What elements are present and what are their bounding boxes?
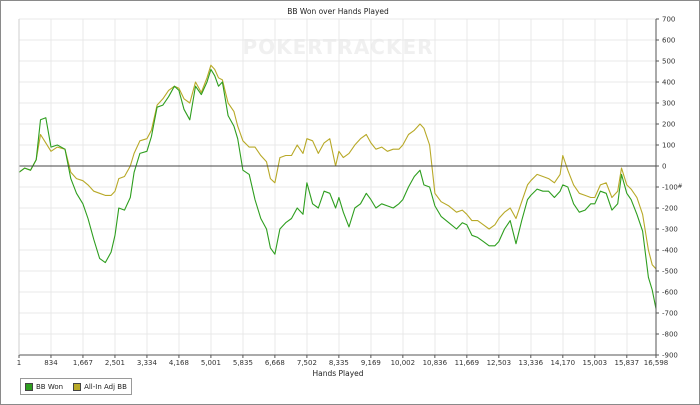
legend-label-bb-won: BB Won <box>36 382 64 391</box>
legend: BB Won All-In Adj BB <box>20 378 132 395</box>
x-tick-label: 9,169 <box>361 359 381 367</box>
x-tick-label: 13,336 <box>519 359 544 367</box>
y-tick-label: -900 <box>662 352 678 360</box>
y-tick-label: -300 <box>662 226 678 234</box>
x-axis-title: Hands Played <box>312 369 363 378</box>
x-tick-label: 10,002 <box>391 359 416 367</box>
y-tick-label: -200 <box>662 205 678 213</box>
y-tick-label: 400 <box>662 79 675 87</box>
x-tick-label: 10,836 <box>423 359 448 367</box>
x-tick-label: 1 <box>17 359 21 367</box>
legend-swatch-all-in-adj-bb <box>73 382 82 391</box>
x-tick-label: 11,669 <box>455 359 480 367</box>
axes: 1 834 1,667 2,501 3,334 4,168 5,001 5,835 6,668 7… <box>17 16 678 368</box>
x-tick-label: 1,667 <box>73 359 93 367</box>
y-tick-label: 0 <box>662 163 666 171</box>
x-tick-label: 16,598 <box>644 359 669 367</box>
legend-swatch-bb-won <box>25 382 33 391</box>
x-tick-label: 15,837 <box>615 359 640 367</box>
y-tick-label: -700 <box>662 310 678 318</box>
series-layer <box>18 64 657 309</box>
x-tick-label: 15,003 <box>583 359 608 367</box>
y-tick-label: 500 <box>662 58 675 66</box>
x-tick-label: 12,503 <box>487 359 512 367</box>
y-tick-label: -800 <box>662 331 678 339</box>
x-tick-label: 2,501 <box>105 359 125 367</box>
y-tick-label: -500 <box>662 268 678 276</box>
y-axis-symbol: # <box>677 183 682 190</box>
y-tick-label: -600 <box>662 289 678 297</box>
series-line-bb-won <box>18 68 657 309</box>
x-tick-label: 834 <box>44 359 58 367</box>
y-tick-label: -100 <box>662 184 678 192</box>
y-tick-label: 700 <box>662 16 675 24</box>
x-tick-label: 4,168 <box>169 359 189 367</box>
watermark: POKERTRACKER <box>242 35 433 59</box>
grid-lines <box>18 18 657 356</box>
y-tick-label: 100 <box>662 142 675 150</box>
y-tick-label: 200 <box>662 121 675 129</box>
y-tick-label: 600 <box>662 37 675 45</box>
y-tick-label: 300 <box>662 100 675 108</box>
y-tick-label: -400 <box>662 247 678 255</box>
legend-item-all-in-adj-bb: All-In Adj BB <box>73 382 127 391</box>
x-tick-label: 5,001 <box>201 359 221 367</box>
legend-label-all-in-adj-bb: All-In Adj BB <box>84 382 127 391</box>
x-tick-label: 6,668 <box>265 359 285 367</box>
chart-title: BB Won over Hands Played <box>287 7 389 16</box>
x-tick-label: 8,335 <box>329 359 349 367</box>
x-tick-label: 14,170 <box>551 359 576 367</box>
x-tick-label: 3,334 <box>137 359 158 367</box>
series-line-all-in-adj-bb <box>18 64 657 270</box>
x-tick-label: 5,835 <box>233 359 253 367</box>
x-tick-label: 7,502 <box>297 359 317 367</box>
legend-item-bb-won: BB Won <box>25 382 64 391</box>
